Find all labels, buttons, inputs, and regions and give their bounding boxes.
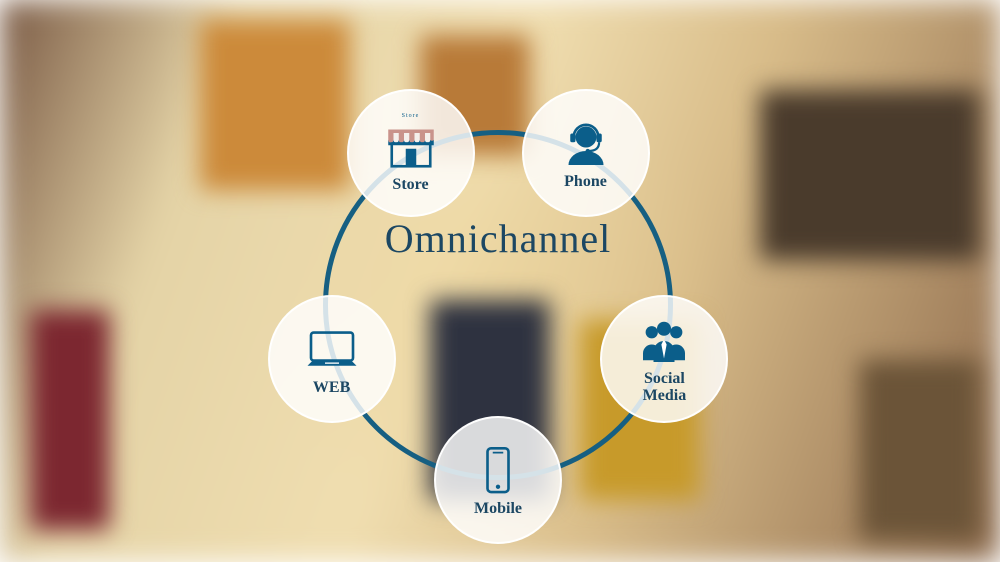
node-web-label: WEB [313,380,350,397]
node-social: SocialMedia [600,295,728,423]
web-icon [304,322,360,378]
node-phone-label: Phone [564,174,607,191]
mobile-icon [470,443,526,499]
store-icon [383,119,439,175]
node-web: WEB [268,295,396,423]
node-store: Store Store [347,89,475,217]
node-mobile-label: Mobile [474,501,522,518]
background-blob [860,360,980,540]
center-title: Omnichannel [338,215,658,262]
social-icon [636,313,692,369]
node-store-label: Store [392,177,428,194]
background-blob [200,20,350,190]
phone-icon [558,116,614,172]
node-phone: Phone [522,89,650,217]
background-blob [760,90,980,260]
node-social-label: SocialMedia [643,371,687,405]
diagram-canvas: Omnichannel Store Store Phone SocialMedi [0,0,1000,562]
background-blob [30,310,110,530]
node-mobile: Mobile [434,416,562,544]
